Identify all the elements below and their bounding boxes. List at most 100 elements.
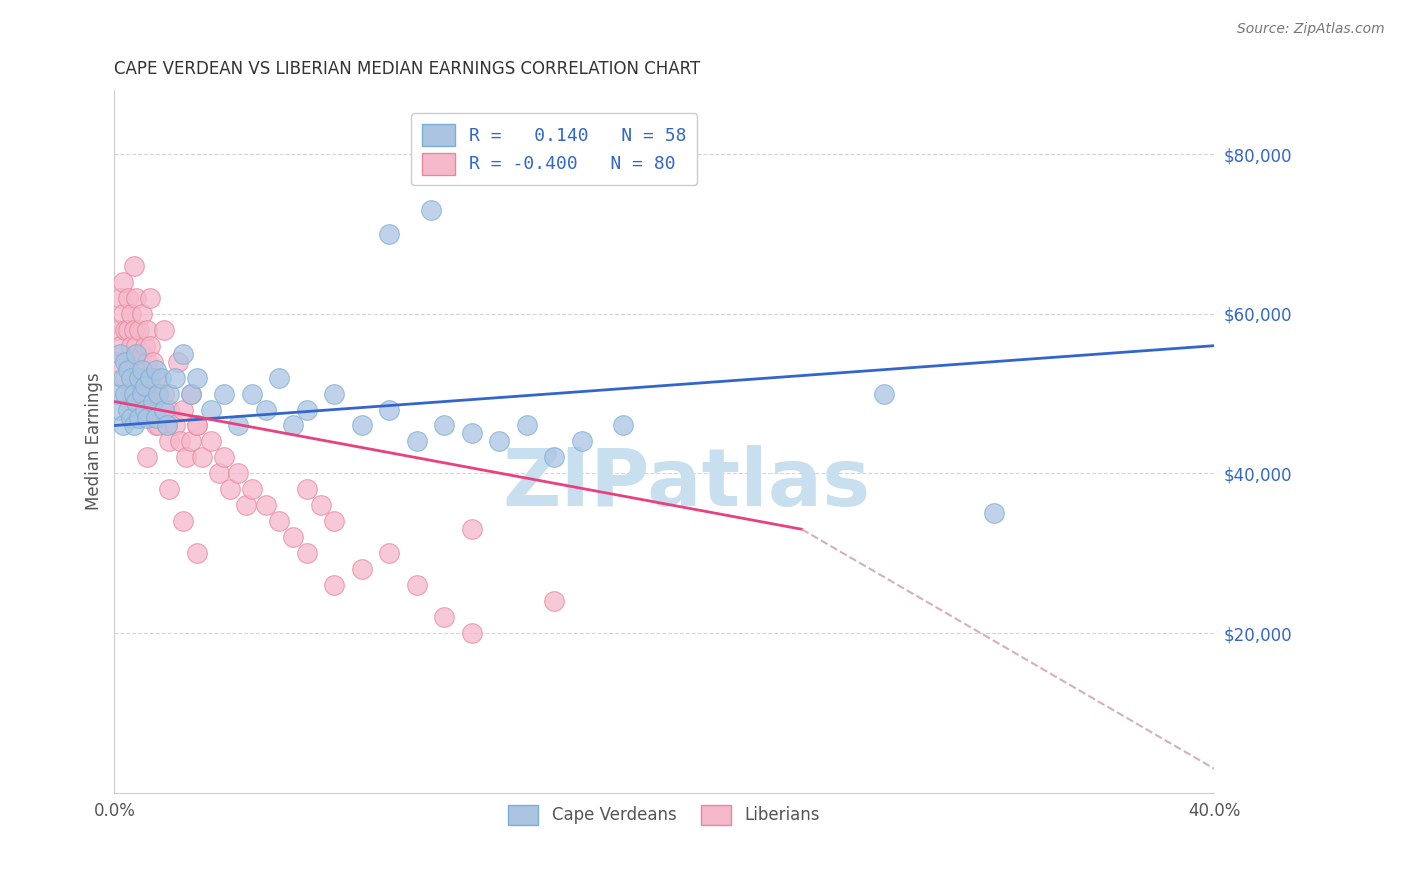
Point bbox=[186, 370, 208, 384]
Point bbox=[148, 386, 170, 401]
Point bbox=[983, 506, 1005, 520]
Point bbox=[117, 323, 139, 337]
Point bbox=[139, 291, 162, 305]
Point bbox=[240, 386, 263, 401]
Point bbox=[405, 434, 427, 449]
Point bbox=[114, 323, 136, 337]
Point bbox=[150, 370, 173, 384]
Point bbox=[240, 483, 263, 497]
Point bbox=[134, 378, 156, 392]
Point bbox=[153, 323, 176, 337]
Point bbox=[145, 362, 167, 376]
Point bbox=[128, 370, 150, 384]
Point bbox=[134, 339, 156, 353]
Point bbox=[131, 307, 153, 321]
Point bbox=[405, 578, 427, 592]
Point bbox=[136, 410, 159, 425]
Point bbox=[174, 450, 197, 465]
Point bbox=[125, 394, 148, 409]
Point bbox=[153, 402, 176, 417]
Point bbox=[873, 386, 896, 401]
Point bbox=[156, 418, 179, 433]
Text: ZIPatlas: ZIPatlas bbox=[502, 444, 870, 523]
Point bbox=[433, 418, 456, 433]
Point bbox=[461, 522, 484, 536]
Point bbox=[543, 594, 565, 608]
Point bbox=[125, 291, 148, 305]
Point bbox=[128, 410, 150, 425]
Point bbox=[134, 402, 156, 417]
Point bbox=[191, 450, 214, 465]
Point bbox=[180, 434, 202, 449]
Legend: Cape Verdeans, Liberians: Cape Verdeans, Liberians bbox=[501, 797, 828, 833]
Point bbox=[142, 354, 165, 368]
Point bbox=[166, 354, 188, 368]
Point bbox=[350, 418, 373, 433]
Point bbox=[281, 418, 304, 433]
Point bbox=[433, 610, 456, 624]
Point bbox=[163, 418, 186, 433]
Point bbox=[120, 370, 142, 384]
Point bbox=[157, 434, 180, 449]
Point bbox=[309, 498, 332, 512]
Point bbox=[120, 386, 142, 401]
Point bbox=[117, 291, 139, 305]
Point bbox=[111, 370, 134, 384]
Point bbox=[114, 386, 136, 401]
Point bbox=[219, 483, 242, 497]
Point bbox=[214, 386, 236, 401]
Point bbox=[186, 418, 208, 433]
Point bbox=[134, 370, 156, 384]
Point bbox=[139, 386, 162, 401]
Text: CAPE VERDEAN VS LIBERIAN MEDIAN EARNINGS CORRELATION CHART: CAPE VERDEAN VS LIBERIAN MEDIAN EARNINGS… bbox=[114, 60, 700, 78]
Point bbox=[142, 402, 165, 417]
Point bbox=[105, 323, 128, 337]
Point bbox=[120, 339, 142, 353]
Point bbox=[323, 578, 346, 592]
Point bbox=[200, 434, 222, 449]
Point bbox=[281, 530, 304, 544]
Point bbox=[461, 426, 484, 441]
Point bbox=[180, 386, 202, 401]
Point bbox=[108, 402, 131, 417]
Point bbox=[148, 386, 170, 401]
Point bbox=[108, 339, 131, 353]
Point bbox=[172, 514, 194, 528]
Point bbox=[136, 450, 159, 465]
Point bbox=[461, 626, 484, 640]
Point bbox=[157, 402, 180, 417]
Point bbox=[125, 339, 148, 353]
Point bbox=[111, 275, 134, 289]
Point bbox=[172, 402, 194, 417]
Point bbox=[163, 370, 186, 384]
Point bbox=[172, 346, 194, 360]
Point bbox=[131, 346, 153, 360]
Point bbox=[254, 498, 277, 512]
Point bbox=[117, 362, 139, 376]
Point bbox=[156, 418, 179, 433]
Point bbox=[122, 386, 145, 401]
Point bbox=[136, 323, 159, 337]
Point bbox=[295, 483, 318, 497]
Point bbox=[131, 362, 153, 376]
Point bbox=[139, 339, 162, 353]
Point bbox=[488, 434, 510, 449]
Point bbox=[128, 354, 150, 368]
Point bbox=[114, 370, 136, 384]
Point bbox=[516, 418, 538, 433]
Point bbox=[114, 354, 136, 368]
Point bbox=[131, 386, 153, 401]
Point bbox=[150, 402, 173, 417]
Point bbox=[105, 354, 128, 368]
Point bbox=[125, 346, 148, 360]
Point bbox=[235, 498, 257, 512]
Point bbox=[186, 418, 208, 433]
Point bbox=[131, 386, 153, 401]
Point bbox=[145, 418, 167, 433]
Point bbox=[111, 307, 134, 321]
Point bbox=[295, 546, 318, 560]
Point bbox=[153, 386, 176, 401]
Point bbox=[117, 354, 139, 368]
Point bbox=[108, 291, 131, 305]
Point bbox=[157, 483, 180, 497]
